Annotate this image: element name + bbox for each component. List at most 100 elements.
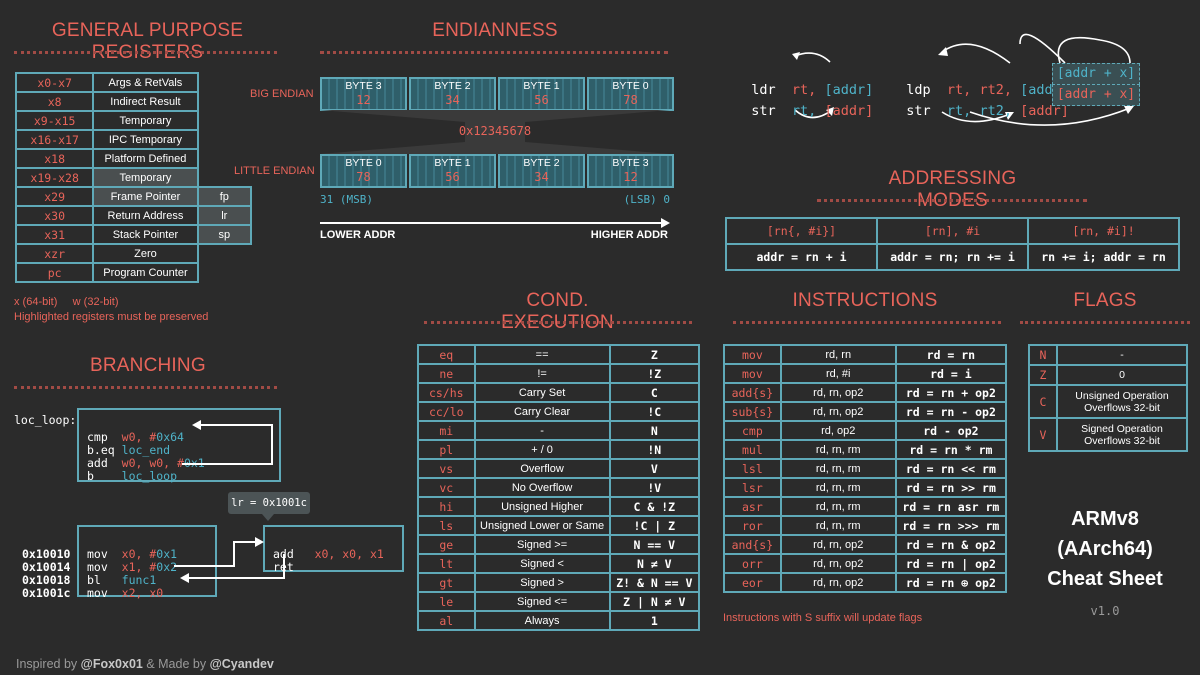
cond-code: cs/hs xyxy=(417,382,476,403)
byte-label: BYTE 3 xyxy=(612,157,649,169)
code-line: cmp w0, #0x64 xyxy=(87,430,184,444)
brand-line: (AArch64) xyxy=(1057,538,1153,560)
cond-flags: C xyxy=(608,382,701,403)
cond-code: ne xyxy=(417,363,476,384)
addr-mode-header: [rn, #i]! xyxy=(1027,217,1180,245)
ldr-mnemonic: ldr xyxy=(751,82,776,98)
cond-flags: N xyxy=(608,420,701,441)
cond-row: vc No Overflow !V xyxy=(417,477,701,498)
instruction-effect: rd = rn asr rm xyxy=(894,496,1008,517)
register-table: x0-x7 Args & RetVals x8 Indirect Result x9-x… xyxy=(14,72,253,283)
instruction-operands: rd, rn, rm xyxy=(779,458,897,479)
register-row: x18 Platform Defined xyxy=(14,148,251,169)
endianness-title: ENDIANNESS xyxy=(432,20,558,41)
lr-bubble-tail xyxy=(262,514,274,521)
big-endian-label: BIG ENDIAN xyxy=(250,88,314,100)
gpr-divider xyxy=(14,51,277,54)
instruction-mnemonic: and{s} xyxy=(723,534,782,555)
byte-label: BYTE 1 xyxy=(523,80,560,92)
byte-box: BYTE 0 78 xyxy=(320,154,407,188)
flag-row: C Unsigned Operation Overflows 32-bit xyxy=(1028,384,1188,419)
addr-mode-header: [rn], #i xyxy=(876,217,1030,245)
flag-meaning: - xyxy=(1056,344,1188,366)
byte-value: 12 xyxy=(623,170,638,184)
instruction-operands: rd, rn, op2 xyxy=(779,401,897,422)
register-purpose: Temporary xyxy=(92,110,199,131)
cond-row: le Signed <= Z | N ≠ V xyxy=(417,591,701,612)
instruction-mnemonic: mul xyxy=(723,439,782,460)
footer-text: Inspired by xyxy=(16,657,81,671)
cond-code: ls xyxy=(417,515,476,536)
addr-mode-value: addr = rn; rn += i xyxy=(876,243,1030,271)
byte-box: BYTE 0 78 xyxy=(587,77,674,111)
byte-box: BYTE 3 12 xyxy=(320,77,407,111)
cond-code: mi xyxy=(417,420,476,441)
cond-code: cc/lo xyxy=(417,401,476,422)
flag-letter: C xyxy=(1028,384,1058,419)
cond-flags: 1 xyxy=(608,610,701,631)
fox-link[interactable]: @Fox0x01 xyxy=(80,657,143,671)
stp-addr: [addr] xyxy=(1020,103,1069,119)
brand-title: ARMv8 (AArch64) Cheat Sheet xyxy=(1025,504,1185,594)
register-name: pc xyxy=(14,262,95,283)
cond-row: pl + / 0 !N xyxy=(417,439,701,460)
register-alias: fp xyxy=(196,186,253,207)
str-addr: [addr] xyxy=(824,103,874,119)
instruction-effect: rd = rn | op2 xyxy=(894,553,1008,574)
register-name: x8 xyxy=(14,91,95,112)
version-label: v1.0 xyxy=(1090,604,1120,618)
instruction-operands: rd, #i xyxy=(779,363,897,384)
register-row: x19-x28 Temporary xyxy=(14,167,251,188)
instruction-mnemonic: asr xyxy=(723,496,782,517)
byte-label: BYTE 1 xyxy=(434,157,471,169)
cond-row: cc/lo Carry Clear !C xyxy=(417,401,701,422)
cond-flags: !C xyxy=(608,401,701,422)
address-label: 0x10018 xyxy=(22,573,71,587)
instruction-mnemonic: mov xyxy=(723,363,782,384)
cond-flags: Z xyxy=(608,344,701,365)
little-endian-label: LITTLE ENDIAN xyxy=(234,165,315,177)
flags-table: N - Z 0 C Unsigned Operation Overflows 32-bit… xyxy=(1028,344,1188,452)
address-label: 0x1001c xyxy=(22,586,71,600)
flags-divider xyxy=(1020,321,1190,324)
instruction-effect: rd = rn + op2 xyxy=(894,382,1008,403)
branching-title: BRANCHING xyxy=(90,355,206,376)
empty-cell xyxy=(198,73,251,92)
cond-flags: Z | N ≠ V xyxy=(608,591,701,612)
str-line: str rt, [addr] xyxy=(735,87,873,119)
instruction-row: sub{s} rd, rn, op2 rd = rn - op2 xyxy=(723,401,1008,422)
byte-box: BYTE 2 34 xyxy=(409,77,496,111)
register-name: x31 xyxy=(14,224,95,245)
register-name: x30 xyxy=(14,205,95,226)
str-mnemonic: str xyxy=(751,103,776,119)
loop-code-box xyxy=(77,408,281,482)
cond-divider xyxy=(424,321,692,324)
instruction-mnemonic: sub{s} xyxy=(723,401,782,422)
instruction-effect: rd = rn >> rm xyxy=(894,477,1008,498)
instruction-mnemonic: lsl xyxy=(723,458,782,479)
cond-row: mi - N xyxy=(417,420,701,441)
ldp-rt2: rt2, xyxy=(979,82,1012,98)
instruction-effect: rd = rn << rm xyxy=(894,458,1008,479)
byte-value: 78 xyxy=(356,170,371,184)
cond-code: lt xyxy=(417,553,476,574)
instruction-operands: rd, rn, op2 xyxy=(779,572,897,593)
register-row: x30 Return Address lr xyxy=(14,205,253,226)
register-purpose: Frame Pointer xyxy=(92,186,199,207)
instruction-mnemonic: orr xyxy=(723,553,782,574)
gpr-title: GENERAL PURPOSE REGISTERS xyxy=(51,20,244,63)
cond-meaning: Carry Clear xyxy=(473,401,611,422)
instruction-row: eor rd, rn, op2 rd = rn ⊕ op2 xyxy=(723,572,1008,593)
cyandev-link[interactable]: @Cyandev xyxy=(209,657,274,671)
register-purpose: Stack Pointer xyxy=(92,224,199,245)
instruction-row: asr rd, rn, rm rd = rn asr rm xyxy=(723,496,1008,517)
instruction-effect: rd - op2 xyxy=(894,420,1008,441)
load-store-arrows xyxy=(792,33,1134,126)
cond-flags: N ≠ V xyxy=(608,553,701,574)
instruction-effect: rd = rn & op2 xyxy=(894,534,1008,555)
brand-line: ARMv8 xyxy=(1071,508,1139,530)
register-purpose: Zero xyxy=(92,243,199,264)
flag-row: N- xyxy=(1028,344,1188,366)
instruction-row: orr rd, rn, op2 rd = rn | op2 xyxy=(723,553,1008,574)
footer-text: & Made by xyxy=(142,657,210,671)
